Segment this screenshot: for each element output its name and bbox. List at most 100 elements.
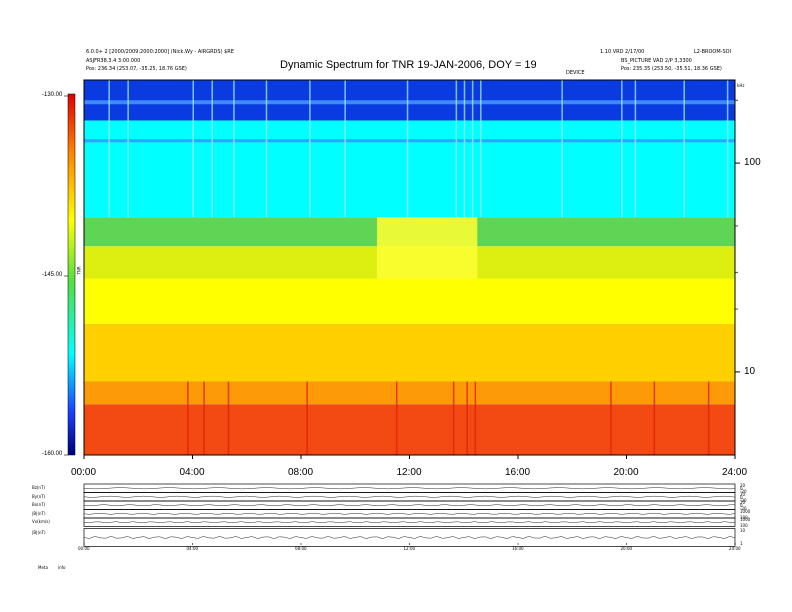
header-right-line1b: L2-BROOM-SOI <box>694 49 732 55</box>
panel-1-tick-2: -20 <box>740 497 747 503</box>
panel-1-tick-0: 20 <box>740 491 746 497</box>
header-left-pos-value: 236.34 (253.07, -35.25, 18.76 GSE) <box>97 66 187 72</box>
colorbar-tick-label-1: -145.00 <box>42 272 63 278</box>
header-right-line1: 1.10 VRD 2/17/00 <box>600 49 645 55</box>
spectrum-event <box>376 217 478 279</box>
spectrum-hot-7 <box>474 381 477 455</box>
x-tick-label-0: 00:00 <box>71 467 97 478</box>
colorbar <box>67 93 76 456</box>
header-right-pos: Pos: 235.35 (253.50, -35.51, 18.36 GSE) <box>621 66 722 72</box>
colorbar-tick-label-0: -130.00 <box>42 92 63 98</box>
panel-label-2: Bx(nT) <box>32 502 46 507</box>
spectrum-hot-10 <box>707 381 710 455</box>
panel-x-tick-label-6: 24:00 <box>729 546 741 551</box>
spectrum-event-patch <box>376 217 478 279</box>
spectrum-band-6 <box>84 120 735 218</box>
spectrum-band-streak-2 <box>84 139 735 143</box>
header-left-line1: 6.0.0+ 2 [2000/2009:2000:2000] (Nick.Wy … <box>86 49 234 55</box>
spectrum-bursts <box>108 80 729 218</box>
spectrum-burst-13 <box>561 80 563 218</box>
y-tick-label-1: 10 <box>744 365 756 377</box>
spectrum-hot <box>187 381 710 455</box>
panel-trace-2 <box>83 504 736 507</box>
x-tick-label-6: 24:00 <box>722 467 748 478</box>
header-right-line2: BS_PICTURE VAD 2/P 3,3300 <box>621 58 692 64</box>
panel-0-tick-1: 0 <box>740 486 743 492</box>
spectrum-band-0 <box>84 404 735 455</box>
x-tick-label-3: 12:00 <box>396 467 422 478</box>
panel-1-tick-1: 0 <box>740 494 743 500</box>
header-left-pos: Pos: 236.34 (253.07, -35.25, 18.76 GSE) <box>86 66 187 72</box>
x-tick-label-4: 16:00 <box>505 467 531 478</box>
spectrum-hot-2 <box>227 381 230 455</box>
spectrum-burst-4 <box>233 80 235 218</box>
panel-x-tick-label-5: 20:00 <box>620 546 633 551</box>
spectrum-burst-12 <box>480 80 482 218</box>
panel-x-tick-label-3: 12:00 <box>403 546 416 551</box>
spectrum-burst-0 <box>108 80 110 218</box>
panel-label-3: |B|(nT) <box>32 510 46 516</box>
header-right-pos-label: Pos: <box>621 66 632 72</box>
header-center-small: DEVICE <box>566 70 585 76</box>
x-ticks <box>83 455 736 459</box>
spectrum-burst-15 <box>634 80 637 218</box>
spectrum-burst-16 <box>683 80 685 218</box>
header-left-line2: ASJFR38.3.4 3:00.000 <box>86 58 141 64</box>
spectrum-burst-14 <box>621 80 623 218</box>
panel-trace-4 <box>83 521 736 524</box>
panel-3-tick-0: 1000 <box>740 508 751 514</box>
bottom-label-1: Meta <box>38 565 48 570</box>
bottom-label-2: info <box>58 565 66 570</box>
panel-5-tick-1: 1 <box>740 541 743 546</box>
spectrum-band-streak-1 <box>84 100 735 105</box>
spectrum-hot-0 <box>187 381 189 455</box>
panel-3-tick-1: 100 <box>740 514 748 520</box>
panel-4-tick-0: 1000 <box>740 517 751 522</box>
panel-frame-2 <box>83 500 736 510</box>
spectrum-hot-6 <box>466 381 468 455</box>
panel-x-tick-label-0: 00:00 <box>78 546 90 551</box>
panel-0-tick-2: -20 <box>740 489 747 495</box>
panel-x-tick-label-4: 16:00 <box>512 546 524 551</box>
spectrum-hot-1 <box>203 381 205 455</box>
panel-2-tick-1: 0 <box>740 503 743 509</box>
panel-trace-1 <box>83 495 736 498</box>
spectrum-burst-2 <box>192 80 194 218</box>
y-tick-label-0: 100 <box>744 157 761 169</box>
spectrum-burst-1 <box>127 80 129 218</box>
spectrum-burst-9 <box>455 80 458 218</box>
spectrum-band-1 <box>84 381 735 405</box>
x-tick-label-1: 04:00 <box>179 467 205 478</box>
y-ticks <box>735 99 740 373</box>
spectrum-burst-6 <box>309 80 311 218</box>
spectrum-hot-3 <box>306 381 308 455</box>
panel-trace-5 <box>83 536 736 539</box>
spectrum-burst-11 <box>471 80 474 218</box>
spectrum-burst-3 <box>211 80 213 218</box>
x-tick-label-5: 20:00 <box>613 467 639 478</box>
panel-label-5: |B|(nT) <box>32 529 46 535</box>
y-unit-label: kHz <box>737 83 745 88</box>
colorbar-label: TNR <box>76 266 82 275</box>
header-right-pos-value: 235.35 (253.50, -35.51, 18.36 GSE) <box>632 66 722 72</box>
spectrum-hot-5 <box>452 381 455 455</box>
chart-title: Dynamic Spectrum for TNR 19-JAN-2006, DO… <box>280 59 537 71</box>
panel-trace-3 <box>83 512 736 515</box>
spectrum-hot-4 <box>395 381 398 455</box>
panel-label-4: Vx(km/s) <box>32 519 50 524</box>
x-tick-label-2: 08:00 <box>288 467 314 478</box>
panel-label-0: Bz(nT) <box>32 485 45 490</box>
header-left-pos-label: Pos: <box>86 66 97 72</box>
spectrum-band-3 <box>84 278 735 324</box>
spectrum-burst-10 <box>463 80 466 218</box>
panel-2-tick-0: 20 <box>740 500 746 505</box>
panel-x-tick-label-1: 04:00 <box>186 546 199 551</box>
panel-x-tick-label-2: 08:00 <box>295 546 307 551</box>
spectrum-hot-9 <box>653 381 656 455</box>
spectrum-band-2 <box>84 323 735 382</box>
spectrum-burst-7 <box>344 80 346 218</box>
parameter-panels <box>83 483 736 547</box>
spectrum-burst-17 <box>726 80 729 218</box>
spectrum-burst-8 <box>406 80 409 218</box>
